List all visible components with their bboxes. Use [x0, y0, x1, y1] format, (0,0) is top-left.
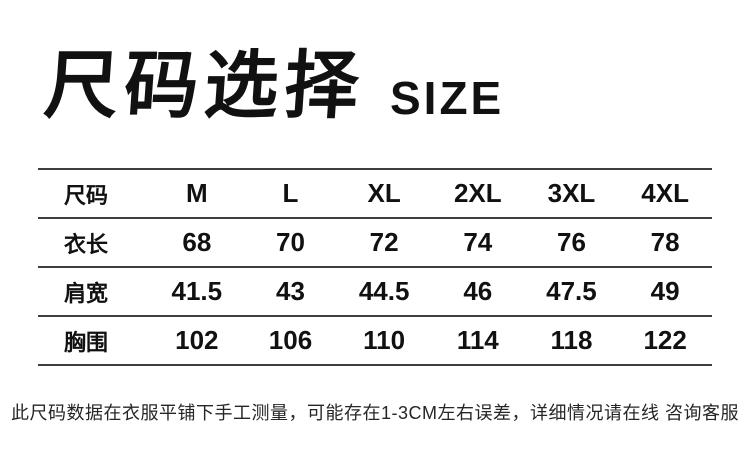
cell-shoulder: 46 [463, 276, 493, 306]
column-header-size: 尺码 [64, 182, 109, 208]
size-table: 尺码 M L XL 2XL 3XL 4XL 衣长 68 70 72 74 76 … [38, 168, 712, 366]
column-header: XL [367, 178, 401, 208]
column-header: 2XL [453, 178, 502, 208]
cell-length: 72 [369, 227, 399, 257]
cell-chest: 106 [268, 325, 313, 355]
page-title: 尺码选择 SIZE [41, 44, 505, 127]
cell-chest: 118 [550, 325, 593, 355]
cell-shoulder: 44.5 [358, 276, 410, 306]
cell-chest: 102 [175, 325, 219, 355]
cell-chest: 114 [456, 325, 499, 355]
cell-chest: 110 [363, 325, 406, 355]
row-label-shoulder: 肩宽 [64, 280, 109, 306]
table-row-shoulder: 肩宽 41.5 43 44.5 46 47.5 49 [38, 267, 712, 316]
cell-length: 68 [182, 227, 212, 257]
row-label-chest: 胸围 [64, 329, 109, 355]
column-header: 3XL [547, 178, 596, 208]
cell-chest: 122 [643, 325, 687, 355]
row-label-length: 衣长 [64, 231, 109, 257]
table-header-row: 尺码 M L XL 2XL 3XL 4XL [38, 169, 712, 218]
measurement-disclaimer: 此尺码数据在衣服平铺下手工测量，可能存在1-3CM左右误差，详细情况请在线 咨询… [10, 403, 739, 423]
cell-length: 70 [276, 227, 305, 257]
cell-length: 74 [463, 227, 493, 257]
cell-shoulder: 49 [650, 276, 680, 306]
title-chinese: 尺码选择 [41, 44, 368, 127]
column-header: M [185, 178, 208, 208]
cell-shoulder: 47.5 [546, 276, 597, 306]
column-header: L [282, 178, 299, 208]
cell-shoulder: 41.5 [171, 276, 223, 306]
column-header: 4XL [641, 178, 689, 208]
cell-length: 76 [556, 227, 586, 257]
cell-shoulder: 43 [276, 276, 305, 306]
title-english: SIZE [390, 71, 505, 124]
cell-length: 78 [650, 227, 680, 257]
table-row-chest: 胸围 102 106 110 114 118 122 [38, 316, 712, 365]
table-row-length: 衣长 68 70 72 74 76 78 [38, 218, 712, 267]
